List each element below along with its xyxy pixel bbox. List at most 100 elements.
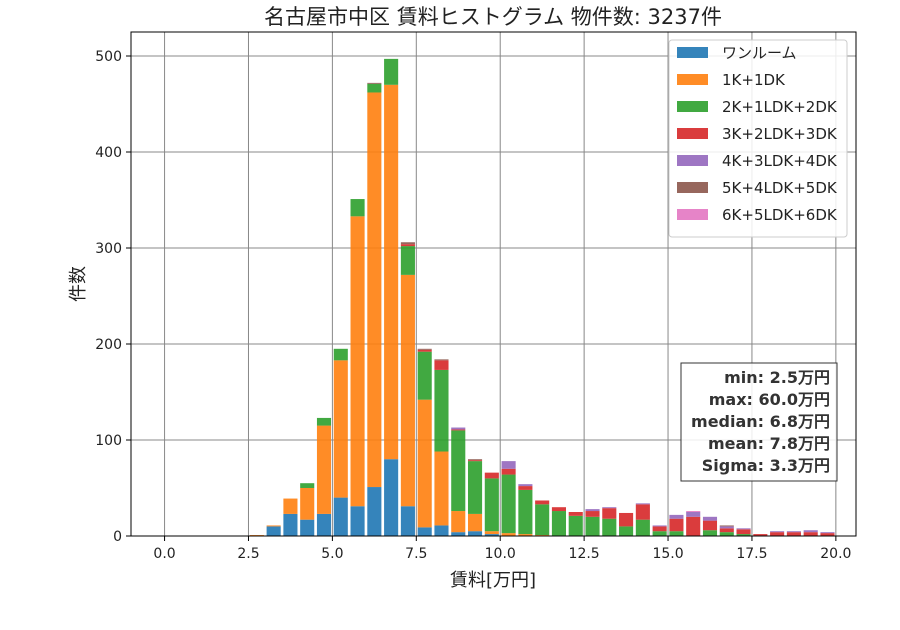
bar-segment-series-2	[568, 515, 583, 536]
bar-segment-series-0	[283, 513, 298, 536]
stats-min: min: 2.5万円	[724, 368, 830, 387]
bar-segment-series-3	[635, 504, 650, 520]
bar-segment-series-4	[501, 461, 516, 469]
bar-segment-series-4	[702, 516, 718, 521]
bar-segment-series-5	[400, 242, 415, 245]
bar-segment-series-2	[652, 531, 667, 536]
legend: ワンルーム 1K+1DK 2K+1LDK+2DK 3K+2LDK+3DK 4K+3LDK…	[668, 39, 848, 238]
bar-segment-series-3	[753, 534, 768, 536]
bar-segment-series-3	[535, 500, 550, 505]
bar-segment-series-3	[400, 244, 415, 247]
bar-segment-series-2	[736, 534, 751, 536]
bar-segment-series-3	[551, 507, 566, 512]
bar-segment-series-5	[367, 82, 382, 84]
bar-segment-series-1	[283, 498, 298, 514]
bar-segment-series-2	[702, 530, 718, 536]
bar-segment-series-2	[300, 483, 315, 488]
stats-box: min: 2.5万円 max: 60.0万円 median: 6.8万円 mea…	[680, 362, 838, 482]
bar-segment-series-2	[501, 474, 516, 534]
bar-segment-series-5	[434, 359, 449, 361]
bar-segment-series-4	[635, 503, 650, 505]
bar-segment-series-0	[266, 526, 281, 536]
bar-segment-series-0	[434, 525, 449, 536]
legend-swatch	[677, 209, 708, 220]
bar-segment-series-3	[669, 518, 684, 532]
bar-segment-series-3	[803, 532, 818, 536]
bar-segment-series-3	[786, 532, 801, 536]
y-tick-label: 200	[95, 337, 122, 353]
bar-segment-series-2	[719, 532, 734, 536]
bar-segment-series-2	[417, 351, 432, 400]
bar-segment-series-1	[417, 399, 432, 528]
bar-segment-series-4	[686, 512, 701, 517]
bar-segment-series-2	[467, 461, 483, 514]
bar-segment-series-2	[602, 518, 617, 536]
bar-segment-series-4	[786, 531, 801, 533]
bar-segment-series-4	[451, 427, 466, 430]
bar-segment-series-1	[434, 451, 449, 526]
x-tick-label: 7.5	[405, 546, 427, 562]
bar-segment-series-3	[619, 512, 634, 527]
bar-segment-series-1	[501, 533, 516, 536]
bar-segment-series-0	[316, 513, 332, 536]
bar-segment-series-4	[770, 531, 785, 533]
x-tick-label: 5.0	[321, 546, 343, 562]
bar-segment-series-0	[467, 531, 483, 536]
bar-segment-series-2	[384, 58, 399, 85]
y-tick-label: 300	[95, 241, 122, 257]
bar-segment-series-2	[619, 526, 634, 536]
legend-frame	[668, 39, 848, 238]
bar-segment-series-1	[316, 425, 332, 514]
bar-segment-series-3	[702, 520, 718, 531]
bar-segment-series-0	[400, 506, 415, 536]
bar-segment-series-1	[367, 92, 382, 488]
bar-segment-series-3	[568, 512, 583, 516]
bar-segment-series-5	[719, 525, 734, 527]
bar-segment-series-1	[451, 511, 466, 533]
bar-segment-series-4	[652, 525, 667, 527]
legend-label: 1K+1DK	[722, 71, 786, 89]
bar-segment-series-0	[367, 487, 382, 536]
bar-segment-series-2	[585, 516, 600, 536]
bar-segment-series-5	[467, 459, 483, 461]
bar-segment-series-4	[669, 514, 684, 519]
legend-label: ワンルーム	[722, 44, 797, 62]
bar-segment-series-1	[266, 525, 281, 527]
bar-segment-series-2	[367, 83, 382, 93]
y-tick-label: 100	[95, 433, 122, 449]
bar-segment-series-2	[333, 348, 348, 361]
legend-swatch	[677, 128, 708, 139]
x-tick-label: 20.0	[820, 546, 851, 562]
legend-label: 6K+5LDK+6DK	[722, 206, 838, 224]
y-axis-label: 件数	[68, 266, 89, 302]
bar-segment-series-3	[518, 486, 533, 490]
bar-segment-series-1	[350, 216, 365, 507]
bar-segment-series-2	[669, 531, 684, 536]
legend-swatch	[677, 74, 708, 85]
bar-segment-series-3	[719, 528, 734, 533]
bar-segment-series-0	[300, 519, 315, 536]
bar-segment-series-3	[467, 460, 483, 462]
x-tick-label: 10.0	[485, 546, 516, 562]
bar-segment-series-0	[333, 497, 348, 536]
x-tick-label: 17.5	[736, 546, 767, 562]
bar-segment-series-0	[384, 459, 399, 536]
bar-segment-series-3	[652, 526, 667, 532]
axis-ticks: 0.0 2.5 5.0 7.5 10.0 12.5 15.0 17.5 20.0 0 100 200 3…	[95, 49, 851, 562]
bar-segment-series-4	[602, 507, 617, 509]
bar-segment-series-5	[417, 348, 432, 350]
x-tick-label: 0.0	[153, 546, 175, 562]
bar-segment-series-2	[535, 504, 550, 536]
bar-segment-series-2	[400, 246, 415, 275]
bar-segment-series-4	[585, 509, 600, 512]
bar-segment-series-4	[803, 530, 818, 533]
stats-max: max: 60.0万円	[709, 390, 830, 409]
x-tick-label: 2.5	[237, 546, 259, 562]
bar-segment-series-2	[484, 478, 499, 532]
bar-segment-series-1	[300, 488, 315, 520]
y-tick-label: 400	[95, 145, 122, 161]
bar-segment-series-1	[467, 513, 483, 532]
bar-segment-series-2	[350, 199, 365, 217]
bar-segment-series-2	[518, 489, 533, 535]
